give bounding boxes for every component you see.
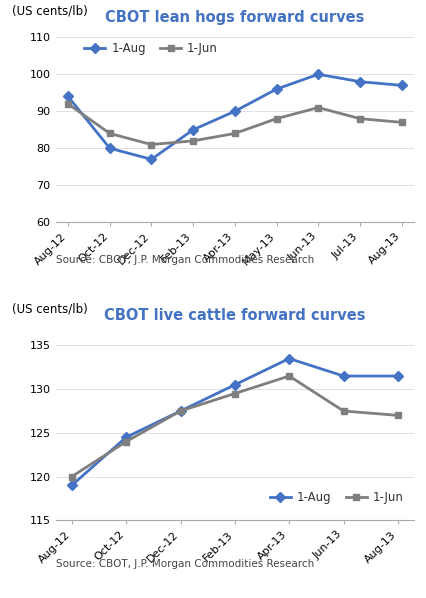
1-Aug [394,373,400,380]
Title: CBOT lean hogs forward curves: CBOT lean hogs forward curves [105,10,364,25]
1-Aug [123,434,128,441]
1-Jun [107,130,112,137]
1-Aug [107,145,112,152]
Text: (US cents/lb): (US cents/lb) [12,5,88,18]
1-Jun [273,115,279,122]
Text: Source: CBOT, J.P. Morgan Commodities Research: Source: CBOT, J.P. Morgan Commodities Re… [55,255,313,265]
1-Jun [357,115,362,122]
1-Jun [69,473,74,480]
1-Jun [232,390,237,397]
1-Aug [273,86,279,93]
1-Jun [149,141,154,148]
1-Aug [178,407,183,414]
1-Aug [232,108,237,115]
1-Aug [190,126,195,133]
1-Aug [357,78,362,86]
1-Aug [149,155,154,163]
1-Jun [398,119,403,126]
1-Jun [232,130,237,137]
1-Jun [394,412,400,419]
Legend: 1-Aug, 1-Jun: 1-Aug, 1-Jun [79,38,222,60]
1-Aug [340,373,345,380]
1-Aug [315,71,320,78]
1-Jun [340,407,345,414]
Line: 1-Aug: 1-Aug [68,355,400,489]
Line: 1-Aug: 1-Aug [64,71,404,163]
1-Aug [398,82,403,89]
1-Jun [315,104,320,111]
Text: (US cents/lb): (US cents/lb) [12,303,88,316]
1-Jun [178,407,183,414]
1-Jun [190,138,195,145]
1-Aug [232,381,237,388]
1-Aug [69,482,74,489]
Text: Source: CBOT, J.P. Morgan Commodities Research: Source: CBOT, J.P. Morgan Commodities Re… [55,559,313,569]
Legend: 1-Aug, 1-Jun: 1-Aug, 1-Jun [264,486,407,508]
1-Jun [65,100,70,108]
1-Jun [286,373,291,380]
Line: 1-Jun: 1-Jun [64,100,404,148]
1-Aug [65,93,70,100]
1-Jun [123,438,128,445]
Title: CBOT live cattle forward curves: CBOT live cattle forward curves [104,307,365,323]
Line: 1-Jun: 1-Jun [68,373,400,480]
1-Aug [286,355,291,362]
